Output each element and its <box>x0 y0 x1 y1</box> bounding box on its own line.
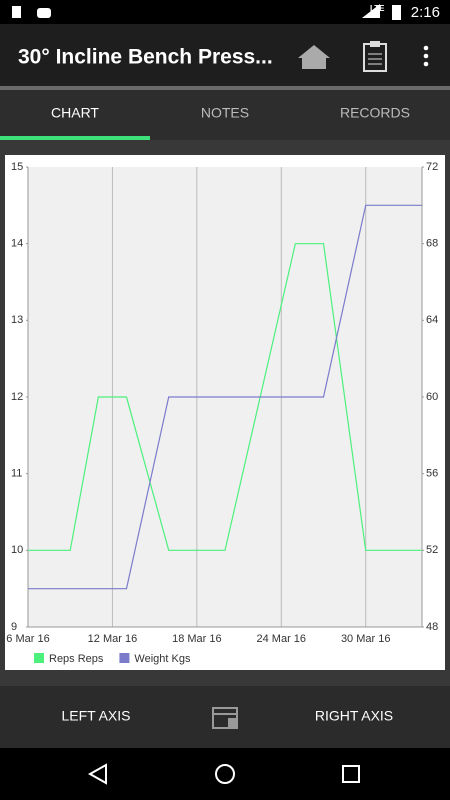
battery-icon <box>392 5 401 20</box>
calendar-button[interactable] <box>212 707 238 729</box>
y2-tick-label: 56 <box>426 468 438 480</box>
legend-label: Reps Reps <box>49 653 104 665</box>
tab-bar <box>0 90 450 140</box>
tab[interactable]: RECORDS <box>340 105 410 121</box>
y-tick-label: 13 <box>11 314 23 326</box>
notes-button[interactable] <box>363 41 387 72</box>
y-tick-label: 11 <box>11 468 22 480</box>
y-tick-label: 15 <box>11 161 23 173</box>
y-tick-label: 10 <box>11 544 23 556</box>
legend-swatch <box>119 653 130 663</box>
y-tick-label: 14 <box>11 238 23 250</box>
tab[interactable]: CHART <box>51 105 99 121</box>
y2-tick-label: 52 <box>426 544 438 556</box>
y-tick-label: 9 <box>11 621 17 633</box>
y2-tick-label: 60 <box>426 391 438 403</box>
tab-indicator <box>0 136 150 140</box>
y-tick-label: 12 <box>11 391 23 403</box>
right-axis-button[interactable]: RIGHT AXIS <box>315 708 393 724</box>
x-tick-label: 12 Mar 16 <box>88 633 138 645</box>
signal-icon <box>362 4 380 18</box>
back-button[interactable] <box>87 763 107 785</box>
y2-tick-label: 48 <box>426 621 438 633</box>
x-tick-label: 6 Mar 16 <box>6 633 49 645</box>
left-axis-button[interactable]: LEFT AXIS <box>62 708 131 724</box>
y2-tick-label: 72 <box>426 161 438 173</box>
recents-button[interactable] <box>342 765 360 783</box>
y2-tick-label: 64 <box>426 314 438 326</box>
chart: 6 Mar 16 12 Mar 16 18 Mar 16 24 Mar 16 30 Ma… <box>6 161 438 665</box>
sd-icon <box>12 6 21 18</box>
bottom-bar <box>0 686 450 748</box>
x-tick-label: 18 Mar 16 <box>172 633 222 645</box>
overflow-menu[interactable] <box>423 45 429 67</box>
divider <box>0 86 450 90</box>
x-tick-label: 30 Mar 16 <box>341 633 391 645</box>
network-label: LTE <box>370 4 385 13</box>
home-nav-button[interactable] <box>215 764 235 784</box>
legend-label: Weight Kgs <box>134 653 191 665</box>
nav-bar <box>0 748 450 800</box>
tab[interactable]: NOTES <box>201 105 249 121</box>
clock: 2:16 <box>411 4 440 21</box>
android-icon <box>37 8 51 18</box>
legend-swatch <box>34 653 44 663</box>
app-title: 30° Incline Bench Press... <box>18 46 273 69</box>
home-button[interactable] <box>298 45 330 69</box>
data-line <box>28 243 422 551</box>
x-tick-label: 24 Mar 16 <box>257 633 307 645</box>
data-line <box>28 204 422 590</box>
app-bar <box>0 24 450 86</box>
y2-tick-label: 68 <box>426 238 438 250</box>
